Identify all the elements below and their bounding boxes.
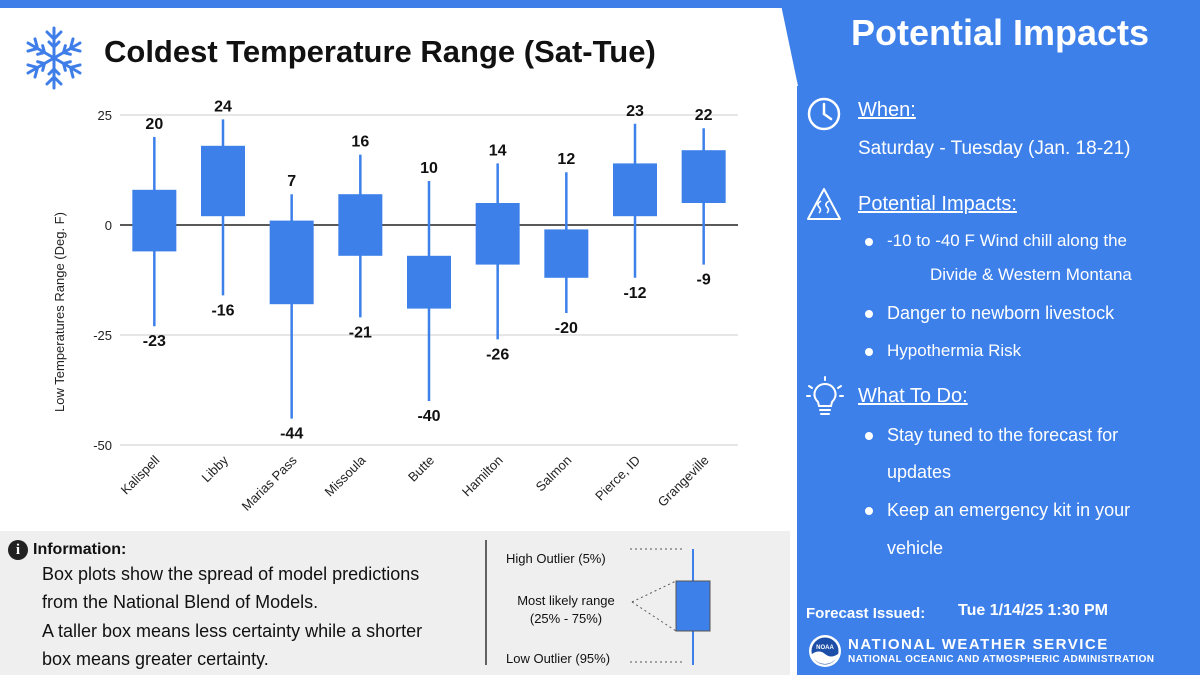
top-accent-stripe <box>0 0 1200 8</box>
x-category-label: Pierce, ID <box>592 453 643 504</box>
low-value-label: -9 <box>697 272 711 289</box>
box <box>132 189 177 252</box>
low-value-label: -12 <box>623 285 646 302</box>
y-tick-label: 25 <box>98 108 112 123</box>
forecast-issued-label: Forecast Issued: <box>806 605 926 622</box>
high-value-label: 23 <box>626 103 644 120</box>
y-tick-label: -25 <box>93 328 112 343</box>
info-panel: i Information: Box plots show the spread… <box>0 531 790 675</box>
high-value-label: 20 <box>145 116 163 133</box>
bullet-dot <box>865 432 873 440</box>
low-value-label: -16 <box>211 302 234 319</box>
snowflake-icon <box>23 26 85 90</box>
legend-high-outlier: High Outlier (5%) <box>506 551 606 566</box>
legend-range-line-2: (25% - 75%) <box>529 611 603 626</box>
forecast-issued-time: Tue 1/14/25 1:30 PM <box>958 602 1108 619</box>
impact-1-line-1: -10 to -40 F Wind chill along the <box>887 231 1128 250</box>
box <box>544 229 589 278</box>
x-category-label: Marias Pass <box>239 452 301 514</box>
lightbulb-icon <box>806 376 844 415</box>
box <box>475 203 520 265</box>
y-axis-title: Low Temperatures Range (Deg. F) <box>52 212 67 412</box>
when-heading: When: <box>858 99 916 121</box>
high-value-label: 24 <box>214 98 232 115</box>
x-category-label: Butte <box>405 453 437 485</box>
high-value-label: 14 <box>489 142 507 159</box>
todo-1-line-1: Stay tuned to the forecast for <box>887 425 1119 445</box>
todo-2-line-2: vehicle <box>887 538 944 558</box>
box <box>201 145 245 217</box>
when-text: Saturday - Tuesday (Jan. 18-21) <box>858 138 1131 159</box>
noaa-org-name: NATIONAL OCEANIC AND ATMOSPHERIC ADMINIS… <box>848 654 1155 665</box>
x-category-label: Grangeville <box>655 453 712 510</box>
box <box>613 163 657 217</box>
what-to-do-heading: What To Do: <box>858 385 968 407</box>
x-category-label: Kalispell <box>118 452 163 497</box>
clock-icon <box>807 97 841 131</box>
info-line-1: Box plots show the spread of model predi… <box>42 564 420 584</box>
impact-1-line-2: Divide & Western Montana <box>930 265 1132 284</box>
bullet-dot <box>865 348 873 356</box>
info-icon: i <box>8 540 28 560</box>
high-value-label: 12 <box>557 151 575 168</box>
todo-2-line-1: Keep an emergency kit in your <box>887 500 1131 520</box>
info-line-2: from the National Blend of Models. <box>42 592 319 612</box>
bullet-dot <box>865 507 873 515</box>
x-category-label: Missoula <box>322 452 369 499</box>
impacts-panel <box>797 86 1200 675</box>
impact-2: Danger to newborn livestock <box>887 303 1115 323</box>
x-category-label: Hamilton <box>459 453 506 500</box>
low-value-label: -40 <box>417 408 440 425</box>
legend-low-outlier: Low Outlier (95%) <box>506 651 611 666</box>
high-value-label: 10 <box>420 160 438 177</box>
box <box>269 220 314 305</box>
high-value-label: 7 <box>287 173 296 190</box>
high-value-label: 16 <box>351 134 369 151</box>
bullet-dot <box>865 310 873 318</box>
box <box>407 255 451 309</box>
impacts-heading: Potential Impacts: <box>858 193 1017 215</box>
info-line-3: A taller box means less certainty while … <box>42 621 423 641</box>
hazard-road-icon <box>807 188 841 220</box>
noaa-logo-text: NOAA <box>816 645 834 651</box>
low-value-label: -44 <box>280 426 303 443</box>
box-plot-legend-graphic <box>485 540 711 665</box>
legend-range-line-1: Most likely range <box>517 593 615 608</box>
low-value-label: -23 <box>143 333 166 350</box>
impacts-header-title: Potential Impacts <box>850 12 1150 53</box>
low-value-label: -20 <box>555 320 578 337</box>
y-tick-label: 0 <box>105 218 112 233</box>
todo-1-line-2: updates <box>887 462 952 482</box>
y-tick-label: -50 <box>93 438 112 453</box>
impacts-header-banner <box>780 0 1200 86</box>
impact-3: Hypothermia Risk <box>887 341 1022 360</box>
low-value-label: -26 <box>486 346 509 363</box>
box-plot-chart: Low Temperatures Range (Deg. F) 25 0 -25 -5… <box>52 98 738 514</box>
bullet-dot <box>865 238 873 246</box>
noaa-logo: NOAA <box>809 635 841 667</box>
high-value-label: 22 <box>695 107 713 124</box>
box <box>681 150 726 203</box>
info-heading: Information: <box>33 541 127 558</box>
nws-org-name: NATIONAL WEATHER SERVICE <box>848 636 1109 653</box>
low-value-label: -21 <box>349 324 372 341</box>
chart-title: Coldest Temperature Range (Sat-Tue) <box>104 34 656 69</box>
info-line-4: box means greater certainty. <box>42 649 269 669</box>
x-category-label: Libby <box>199 452 232 485</box>
x-category-label: Salmon <box>533 453 575 495</box>
box <box>338 194 383 256</box>
